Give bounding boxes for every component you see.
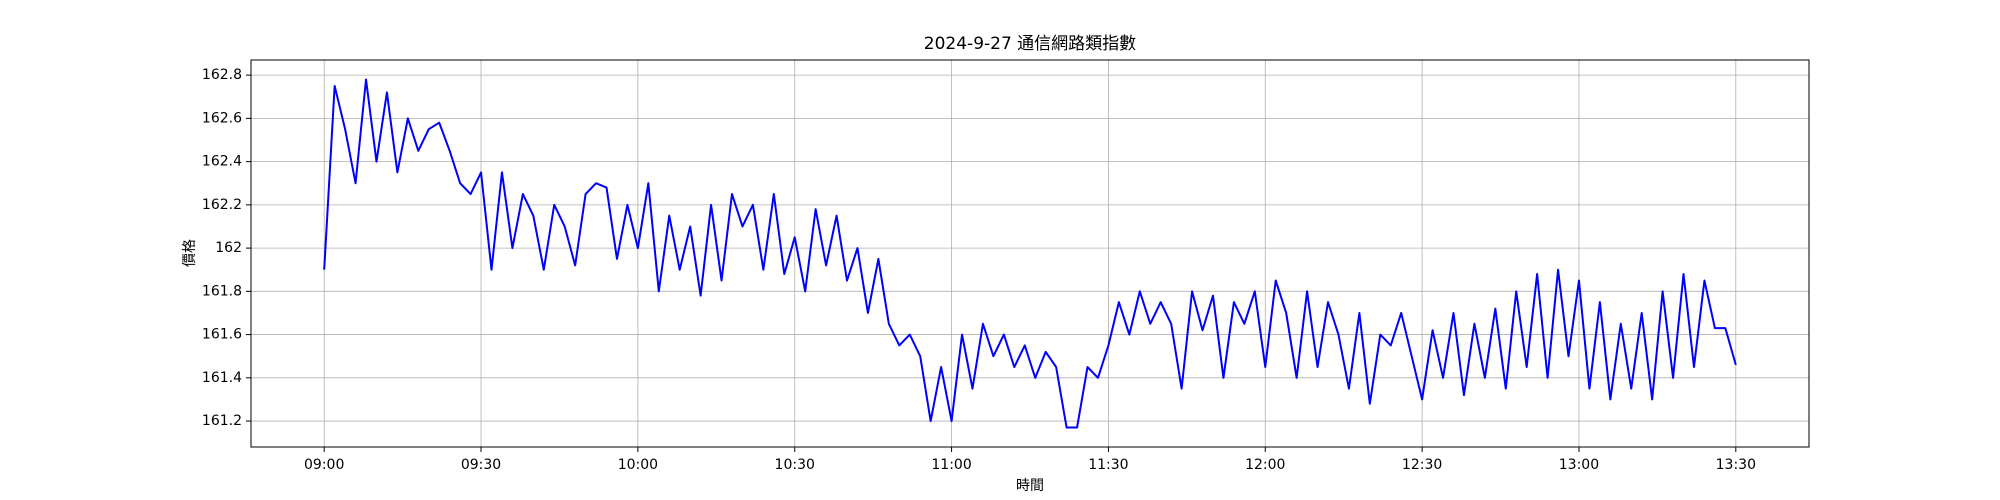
y-axis-label: 價格: [181, 239, 198, 267]
y-tick-label: 162.4: [202, 154, 242, 170]
y-tick-label: 162.8: [202, 67, 242, 83]
x-tick-label: 13:00: [1559, 457, 1599, 473]
x-tick-label: 10:00: [618, 457, 658, 473]
y-tick-label: 161.2: [202, 413, 242, 429]
x-tick-label: 11:00: [931, 457, 971, 473]
x-tick-label: 12:30: [1402, 457, 1442, 473]
chart-title: 2024-9-27 通信網路類指數: [924, 34, 1136, 54]
y-tick-label: 161.8: [202, 283, 242, 299]
y-tick-label: 162.2: [202, 197, 242, 213]
x-tick-label: 10:30: [775, 457, 815, 473]
x-tick-label: 11:30: [1088, 457, 1128, 473]
y-tick-label: 161.6: [202, 327, 242, 343]
x-tick-label: 09:30: [461, 457, 501, 473]
x-tick-label: 12:00: [1245, 457, 1285, 473]
price-line: [323, 78, 1737, 429]
x-axis-label: 時間: [1016, 478, 1044, 494]
y-tick-label: 162: [215, 240, 242, 256]
y-tick-label: 162.6: [202, 110, 242, 126]
x-tick-label: 13:30: [1716, 457, 1756, 473]
y-tick-label: 161.4: [202, 370, 242, 386]
x-tick-label: 09:00: [304, 457, 344, 473]
plot-frame: [250, 59, 1810, 448]
